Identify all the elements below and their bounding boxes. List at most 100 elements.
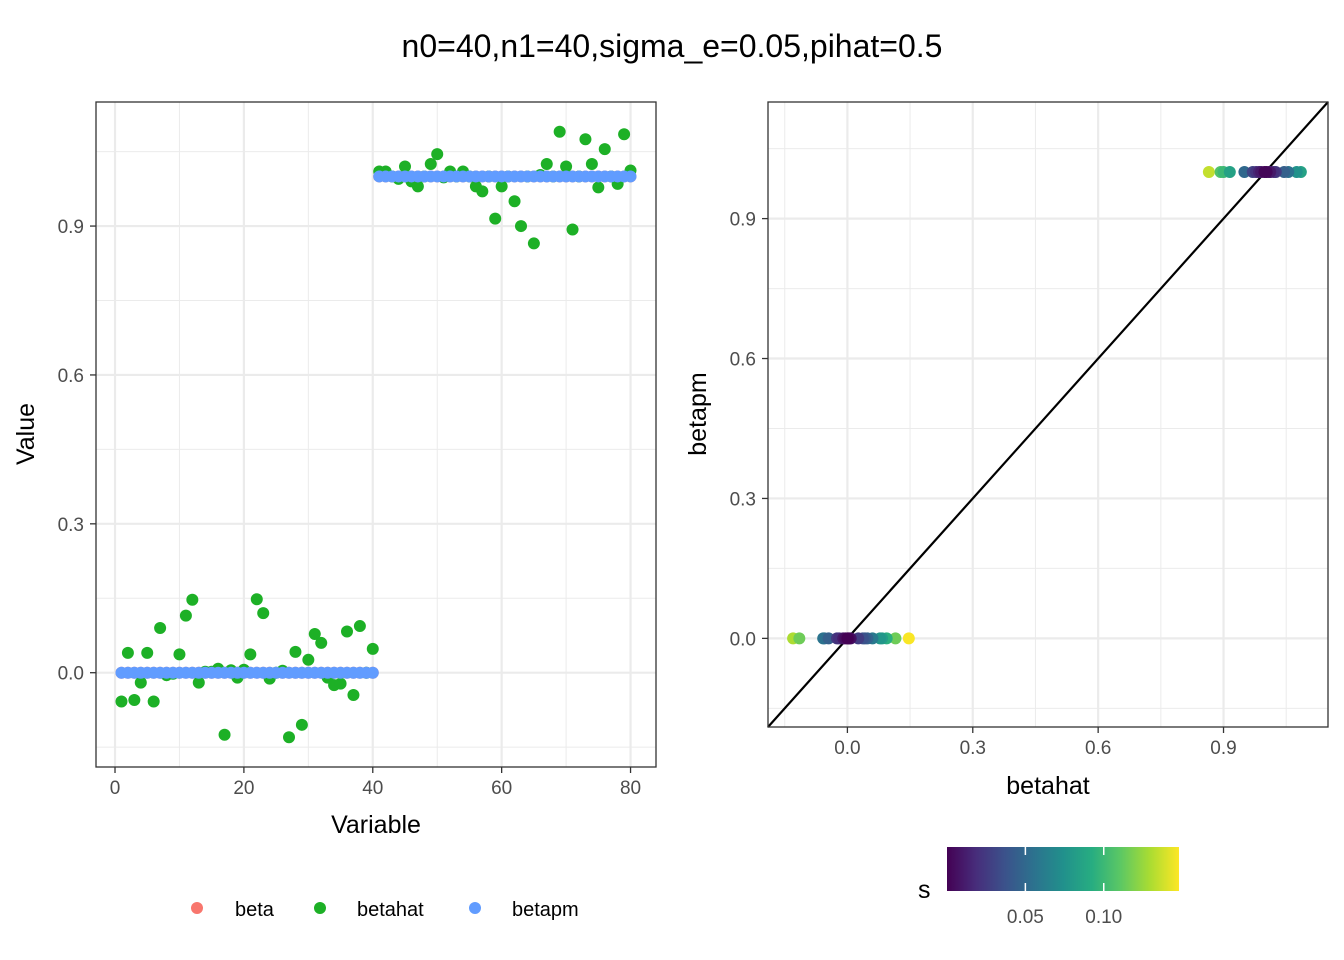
left-panel: 0 20 40 60 80 0.0 0.3 0.6 0.9 Variable Value [12, 101, 657, 839]
point-betahat [579, 133, 592, 146]
left-y-tick-label: 0.3 [58, 515, 84, 536]
point-betahat-vs-betapm [1290, 165, 1303, 178]
point-betahat-vs-betapm [902, 632, 915, 645]
left-plot-marks [115, 125, 637, 744]
point-betahat [540, 158, 553, 171]
point-betahat [618, 128, 631, 141]
point-betahat-vs-betapm [1202, 165, 1215, 178]
right-x-tick-label: 0.0 [834, 738, 860, 759]
right-y-tick-label: 0.6 [730, 350, 756, 371]
point-betahat [411, 180, 424, 193]
point-betahat-vs-betapm [841, 632, 854, 645]
left-panel-background [96, 102, 656, 767]
point-betahat [566, 223, 579, 236]
point-betahat [592, 181, 605, 194]
point-betahat [495, 180, 508, 193]
point-betapm [366, 666, 379, 679]
point-betahat [398, 160, 411, 173]
point-betahat [585, 158, 598, 171]
point-betahat [334, 677, 347, 690]
point-betahat-vs-betapm [1223, 165, 1236, 178]
left-y-axis-title: Value [12, 403, 40, 465]
left-x-tick-label: 0 [110, 778, 121, 799]
right-x-tick-label: 0.6 [1085, 738, 1111, 759]
legend-key-betapm [469, 902, 481, 914]
right-panel-border [767, 101, 1329, 728]
right-x-tick-label: 0.9 [1210, 738, 1236, 759]
point-betahat-vs-betapm [1258, 165, 1271, 178]
point-betahat [173, 648, 186, 661]
right-axes: 0.0 0.3 0.6 0.9 0.0 0.3 0.6 0.9 [730, 210, 1237, 759]
right-plot-marks [767, 101, 1329, 728]
right-panel: 0.0 0.3 0.6 0.9 0.0 0.3 0.6 0.9 betahat betapm [684, 101, 1329, 800]
left-x-tick-label: 80 [620, 778, 641, 799]
colorbar-ticks: 0.05 0.10 [1007, 847, 1122, 928]
left-x-tick-label: 20 [233, 778, 254, 799]
point-betahat [598, 143, 611, 156]
point-betahat [366, 642, 379, 655]
right-y-tick-label: 0.9 [730, 210, 756, 231]
left-x-tick-label: 40 [362, 778, 383, 799]
point-betahat [353, 620, 366, 633]
right-y-tick-label: 0.3 [730, 489, 756, 510]
point-betahat [134, 676, 147, 689]
right-x-tick-label: 0.3 [960, 738, 986, 759]
figure-title: n0=40,n1=40,sigma_e=0.05,pihat=0.5 [402, 28, 943, 64]
point-betahat [186, 593, 199, 606]
point-betahat [257, 607, 270, 620]
point-betahat [179, 609, 192, 622]
point-betahat [192, 676, 205, 689]
left-axes: 0 20 40 60 80 0.0 0.3 0.6 0.9 [58, 217, 642, 799]
point-betahat [560, 160, 573, 173]
right-y-tick-label: 0.0 [730, 629, 756, 650]
point-betahat-vs-betapm [822, 632, 835, 645]
left-panel-border [95, 101, 657, 768]
point-betahat [128, 694, 141, 707]
point-betahat [347, 689, 360, 702]
left-y-tick-label: 0.6 [58, 366, 84, 387]
point-betahat [295, 718, 308, 731]
point-betahat [315, 636, 328, 649]
legend-key-betahat [314, 902, 326, 914]
point-betahat [489, 212, 502, 225]
left-y-tick-label: 0.9 [58, 217, 84, 238]
legend-label-beta: beta [235, 899, 275, 921]
point-betahat [244, 648, 257, 661]
right-y-axis-title: betapm [684, 372, 712, 455]
point-betahat [302, 653, 315, 666]
left-gridlines [96, 102, 656, 767]
point-betahat [553, 125, 566, 138]
colorbar-tick-label: 0.10 [1085, 907, 1122, 928]
point-betahat [508, 195, 521, 208]
point-betahat [476, 185, 489, 198]
series-legend: beta betahat betapm [191, 899, 579, 921]
identity-reference-line [767, 101, 1329, 728]
left-y-tick-label: 0.0 [58, 664, 84, 685]
point-betahat [250, 593, 263, 606]
point-betahat-vs-betapm [889, 632, 902, 645]
colorbar-tick-label: 0.05 [1007, 907, 1044, 928]
point-betahat [527, 237, 540, 250]
point-betahat-vs-betapm [793, 632, 806, 645]
point-betahat [514, 220, 527, 233]
colorbar-gradient [947, 847, 1179, 891]
point-betahat [154, 622, 167, 635]
point-betahat [147, 695, 160, 708]
point-betahat-vs-betapm [1238, 165, 1251, 178]
left-x-axis-title: Variable [331, 811, 421, 839]
point-betahat-vs-betapm [1278, 165, 1291, 178]
point-betahat [308, 628, 321, 640]
point-betahat [121, 646, 134, 659]
right-x-axis-title: betahat [1006, 772, 1089, 800]
point-betahat [218, 728, 231, 741]
legend-label-betapm: betapm [512, 899, 579, 921]
right-gridlines [768, 102, 1328, 727]
colorbar-legend: s 0.05 0.10 [918, 847, 1179, 928]
legend-key-beta [191, 902, 203, 914]
point-betahat [289, 645, 302, 658]
point-betahat [341, 625, 354, 638]
point-betahat [431, 148, 444, 161]
legend-label-betahat: betahat [357, 899, 424, 921]
point-betahat [115, 695, 128, 708]
